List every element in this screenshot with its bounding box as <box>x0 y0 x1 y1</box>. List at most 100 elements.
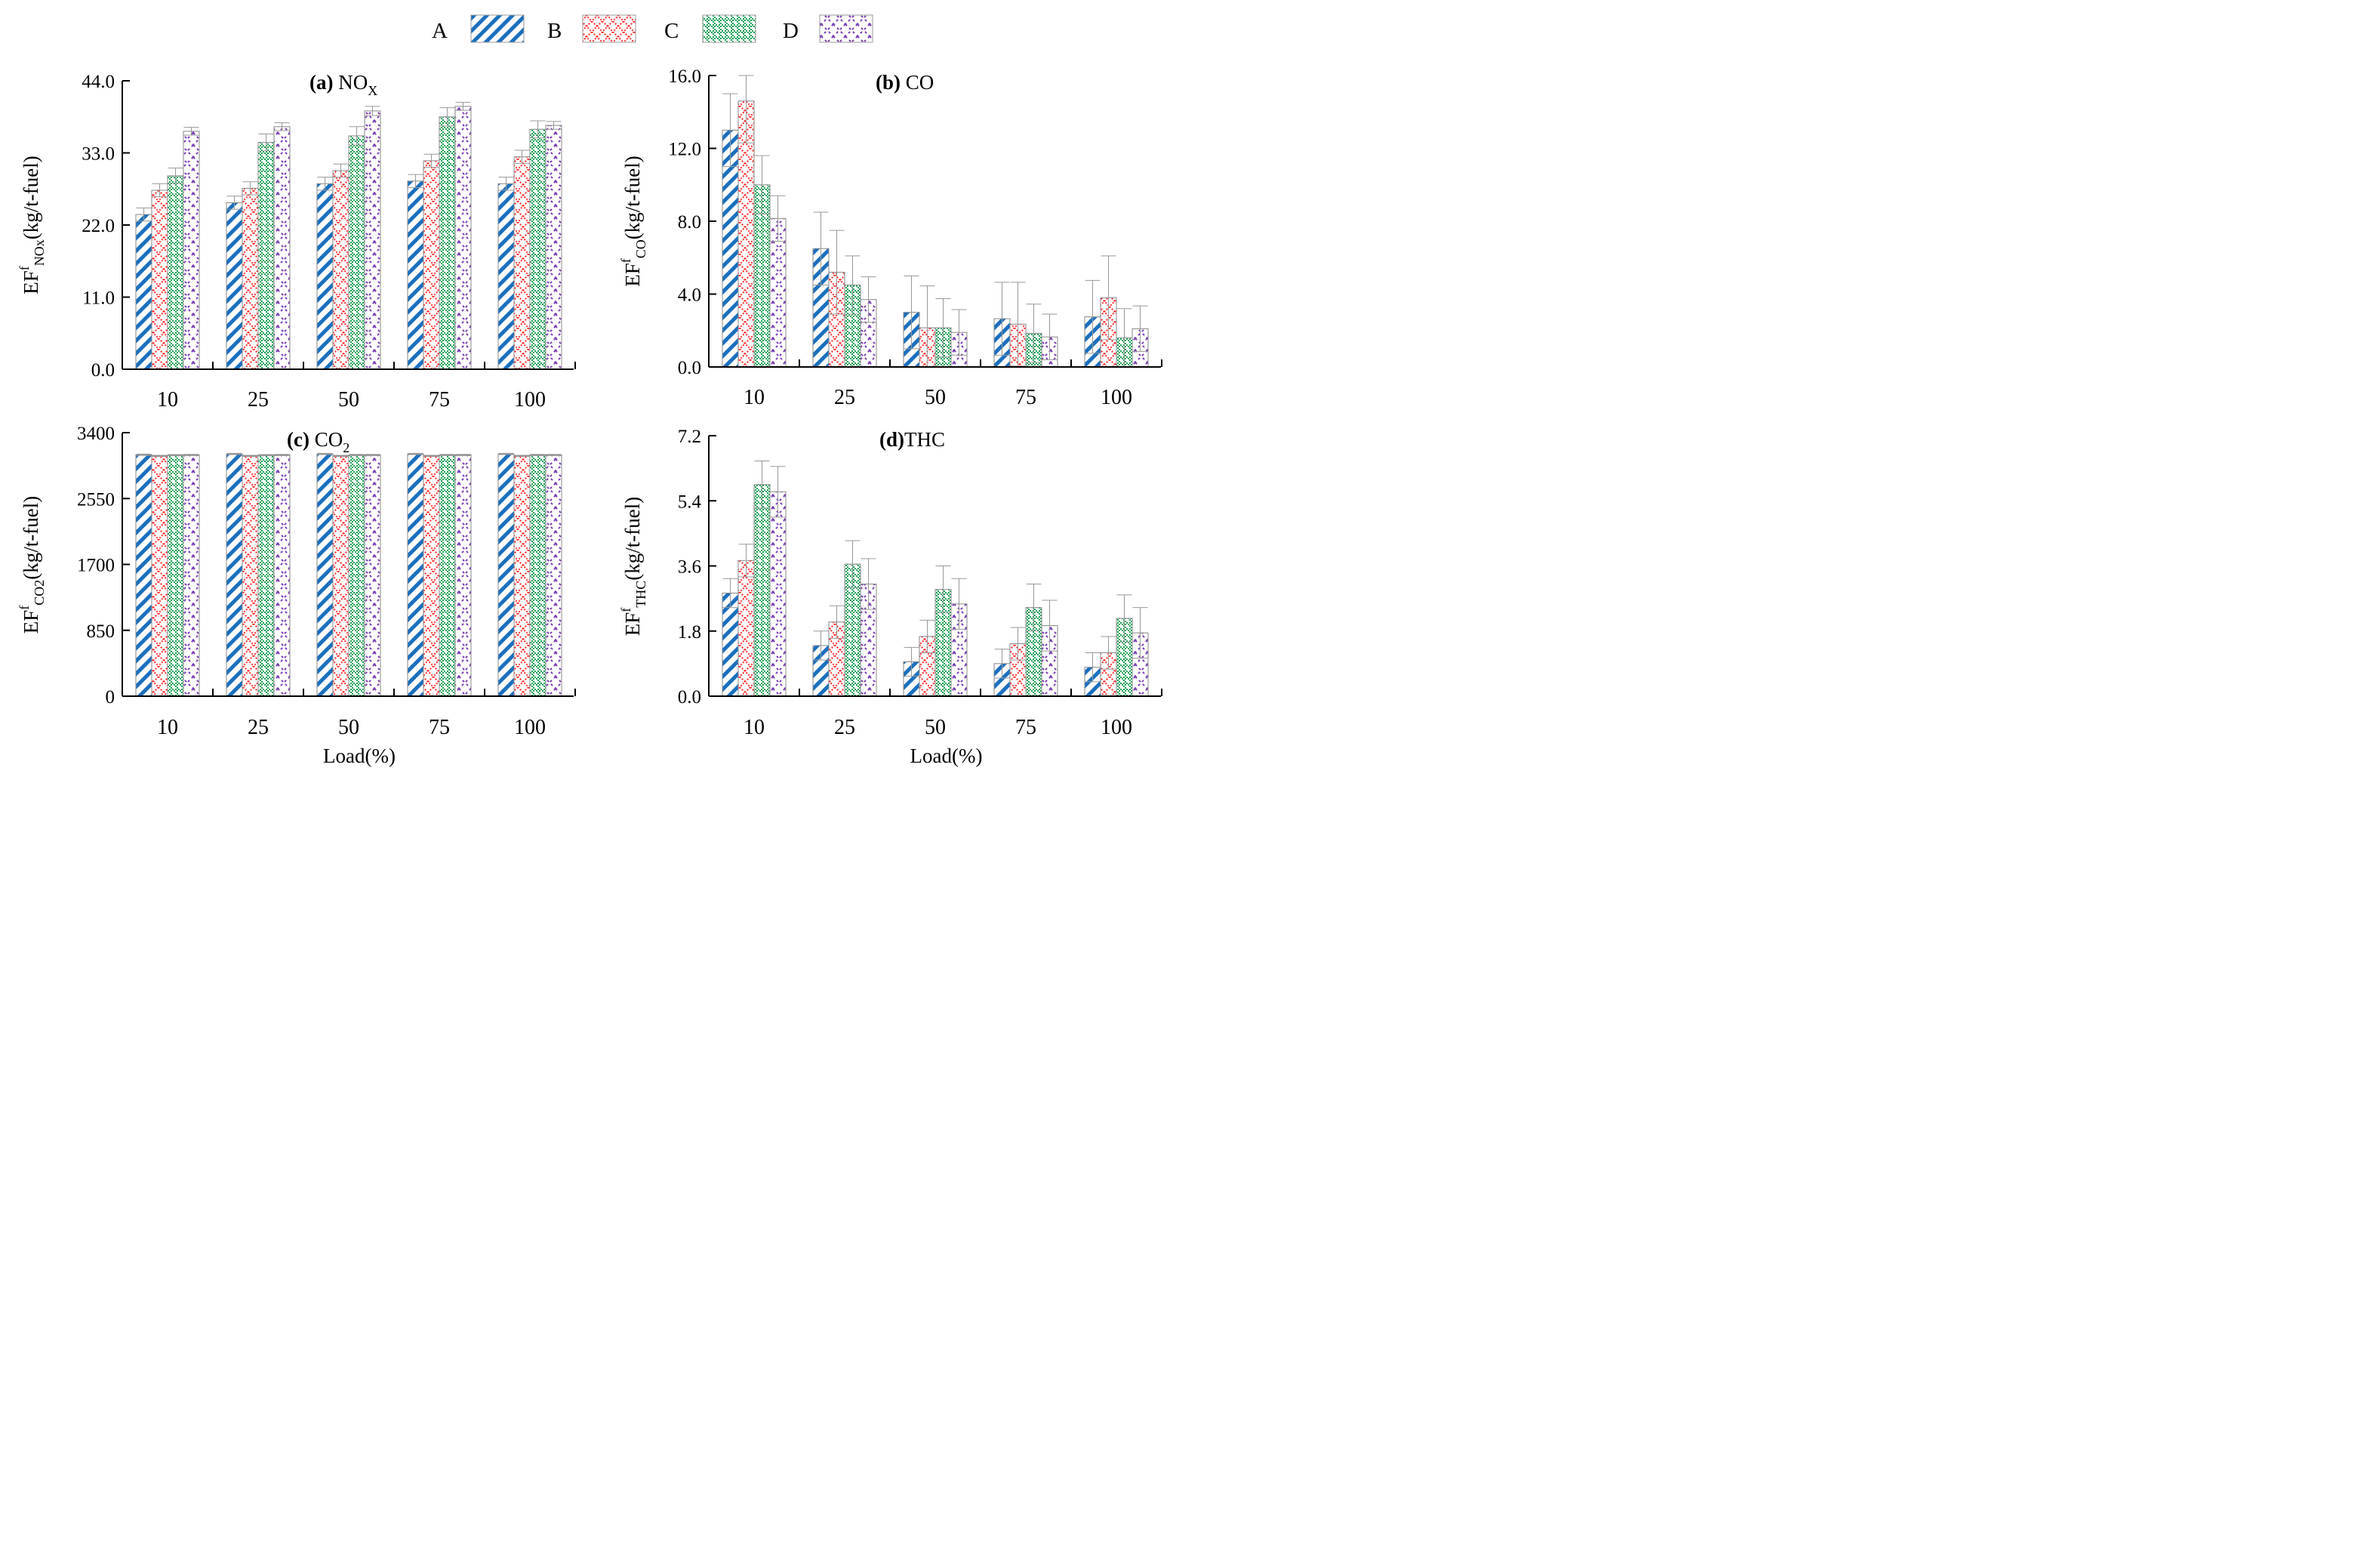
bar-fill-a-B-75 <box>423 160 440 370</box>
x-tick-label-b-25: 25 <box>834 386 855 409</box>
x-tick-label-b-50: 50 <box>925 386 946 409</box>
bar-fill-c-A-50 <box>316 453 334 697</box>
y-tick-label-c-1: 850 <box>87 621 115 642</box>
y-tick-label-c-3: 2550 <box>77 489 115 510</box>
y-tick-label-c-2: 1700 <box>77 556 115 576</box>
bar-fill-a-B-50 <box>332 170 349 370</box>
x-axis-label-c: Load(%) <box>323 745 396 767</box>
bar-fill-c-C-10 <box>167 455 184 697</box>
y-axis-label-c: EFfCO2(kg/t-fuel) <box>17 496 47 634</box>
bar-fill-a-A-100 <box>497 183 515 370</box>
y-tick-label-d-3: 5.4 <box>678 492 702 512</box>
legend-label-A: A <box>432 19 448 43</box>
y-axis-label-a: EFfNOx(kg/t-fuel) <box>17 156 47 294</box>
x-tick-label-c-10: 10 <box>157 716 178 739</box>
bar-fill-a-B-25 <box>242 187 259 370</box>
bars-a <box>135 102 562 370</box>
x-tick-label-b-10: 10 <box>744 386 765 409</box>
x-tick-label-a-100: 100 <box>514 388 546 412</box>
x-tick-label-b-100: 100 <box>1101 386 1132 409</box>
x-tick-label-d-50: 50 <box>925 716 946 739</box>
legend-label-B: B <box>547 19 562 43</box>
panel-d: 0.0 1.8 3.6 5.4 7.2 10 25 50 75 100 (d)THC EFfTHC(k… <box>618 427 1162 767</box>
bar-fill-c-A-100 <box>497 453 515 697</box>
bar-fill-c-D-50 <box>364 455 381 697</box>
y-tick-label-b-3: 12.0 <box>668 140 701 160</box>
y-tick-label-a-4: 44.0 <box>82 72 115 92</box>
bar-fill-a-D-100 <box>545 125 562 370</box>
y-tick-label-c-4: 3400 <box>77 424 115 444</box>
bar-fill-a-B-10 <box>151 190 168 370</box>
legend-label-C: C <box>664 19 679 43</box>
x-tick-label-d-10: 10 <box>744 716 765 739</box>
chart-title-b: (b) CO <box>876 71 934 94</box>
legend-label-D: D <box>783 19 799 43</box>
bar-fill-a-C-100 <box>529 128 547 370</box>
chart-title-a: (a) NOX <box>309 71 377 98</box>
bar-fill-a-C-75 <box>439 116 456 370</box>
y-tick-label-a-0: 0.0 <box>91 360 115 381</box>
y-tick-label-c-0: 0 <box>106 687 115 708</box>
bar-fill-c-D-100 <box>545 455 562 697</box>
bar-fill-c-D-10 <box>183 455 200 697</box>
legend-swatch-B <box>582 14 636 43</box>
bar-fill-c-B-10 <box>151 455 168 697</box>
bars-d <box>722 461 1149 697</box>
x-axis-label-d: Load(%) <box>910 745 983 767</box>
x-tick-label-c-25: 25 <box>248 716 269 739</box>
legend-swatch-A <box>470 14 525 43</box>
bar-fill-c-D-75 <box>454 455 472 697</box>
x-tick-label-c-50: 50 <box>338 716 359 739</box>
y-tick-label-a-3: 33.0 <box>82 144 115 165</box>
bar-fill-c-C-100 <box>529 455 547 697</box>
y-axis-label-b: EFfCO(kg/t-fuel) <box>618 156 648 286</box>
y-tick-label-b-2: 8.0 <box>678 212 701 233</box>
bar-fill-a-A-25 <box>226 202 243 370</box>
y-tick-label-d-2: 3.6 <box>678 557 701 578</box>
bar-fill-c-D-25 <box>273 455 291 697</box>
y-tick-label-b-0: 0.0 <box>678 358 701 378</box>
panel-b: 0.0 4.0 8.0 12.0 16.0 10 25 50 75 100 (b) CO EFfCO(… <box>618 66 1162 409</box>
bar-fill-a-D-10 <box>183 131 200 370</box>
y-tick-label-a-1: 11.0 <box>82 288 115 309</box>
bar-fill-c-A-10 <box>135 454 152 697</box>
bar-fill-c-B-50 <box>332 455 349 697</box>
y-tick-label-d-1: 1.8 <box>678 622 701 643</box>
bar-fill-d-D-10 <box>769 491 787 697</box>
legend-swatch-D <box>819 14 873 43</box>
x-tick-label-b-75: 75 <box>1015 386 1036 409</box>
y-tick-label-b-4: 16.0 <box>668 66 701 87</box>
bar-fill-d-B-10 <box>737 560 755 697</box>
chart-title-c: (c) CO2 <box>287 428 349 455</box>
panel-a: 0.0 11.0 22.0 33.0 44.0 10 25 50 75 100 (a) NOX EFf… <box>17 71 576 412</box>
y-tick-label-d-4: 7.2 <box>678 427 701 447</box>
legend-swatch-C <box>702 14 756 43</box>
bar-fill-c-A-75 <box>407 453 424 697</box>
chart-title-d: (d)THC <box>879 428 945 451</box>
bar-fill-c-C-50 <box>348 455 365 697</box>
y-tick-label-a-2: 22.0 <box>82 216 115 236</box>
x-tick-label-c-100: 100 <box>514 716 546 739</box>
x-tick-label-a-25: 25 <box>248 388 269 412</box>
bar-fill-c-C-75 <box>439 455 456 697</box>
bar-fill-a-C-50 <box>348 135 365 370</box>
bars-b <box>722 75 1149 368</box>
y-tick-label-b-1: 4.0 <box>678 285 701 306</box>
bar-fill-d-A-10 <box>722 592 739 697</box>
bar-fill-a-C-25 <box>257 142 275 370</box>
x-tick-label-c-75: 75 <box>429 716 450 739</box>
bar-fill-d-C-10 <box>753 484 771 697</box>
bar-fill-a-A-10 <box>135 214 152 370</box>
bar-fill-a-D-25 <box>273 126 291 370</box>
chart-panels: 0.011.022.033.044.010 25 50 75 100(a) NOXEFf… <box>17 66 1162 767</box>
bar-fill-a-D-75 <box>454 106 472 370</box>
x-tick-label-a-10: 10 <box>157 388 178 412</box>
bar-fill-a-A-75 <box>407 180 424 370</box>
bar-fill-a-B-100 <box>513 156 531 370</box>
y-tick-label-d-0: 0.0 <box>678 687 701 708</box>
x-tick-label-d-100: 100 <box>1101 716 1132 739</box>
bar-fill-c-A-25 <box>226 453 243 697</box>
bar-fill-a-D-50 <box>364 110 381 370</box>
x-tick-label-a-50: 50 <box>338 388 359 412</box>
